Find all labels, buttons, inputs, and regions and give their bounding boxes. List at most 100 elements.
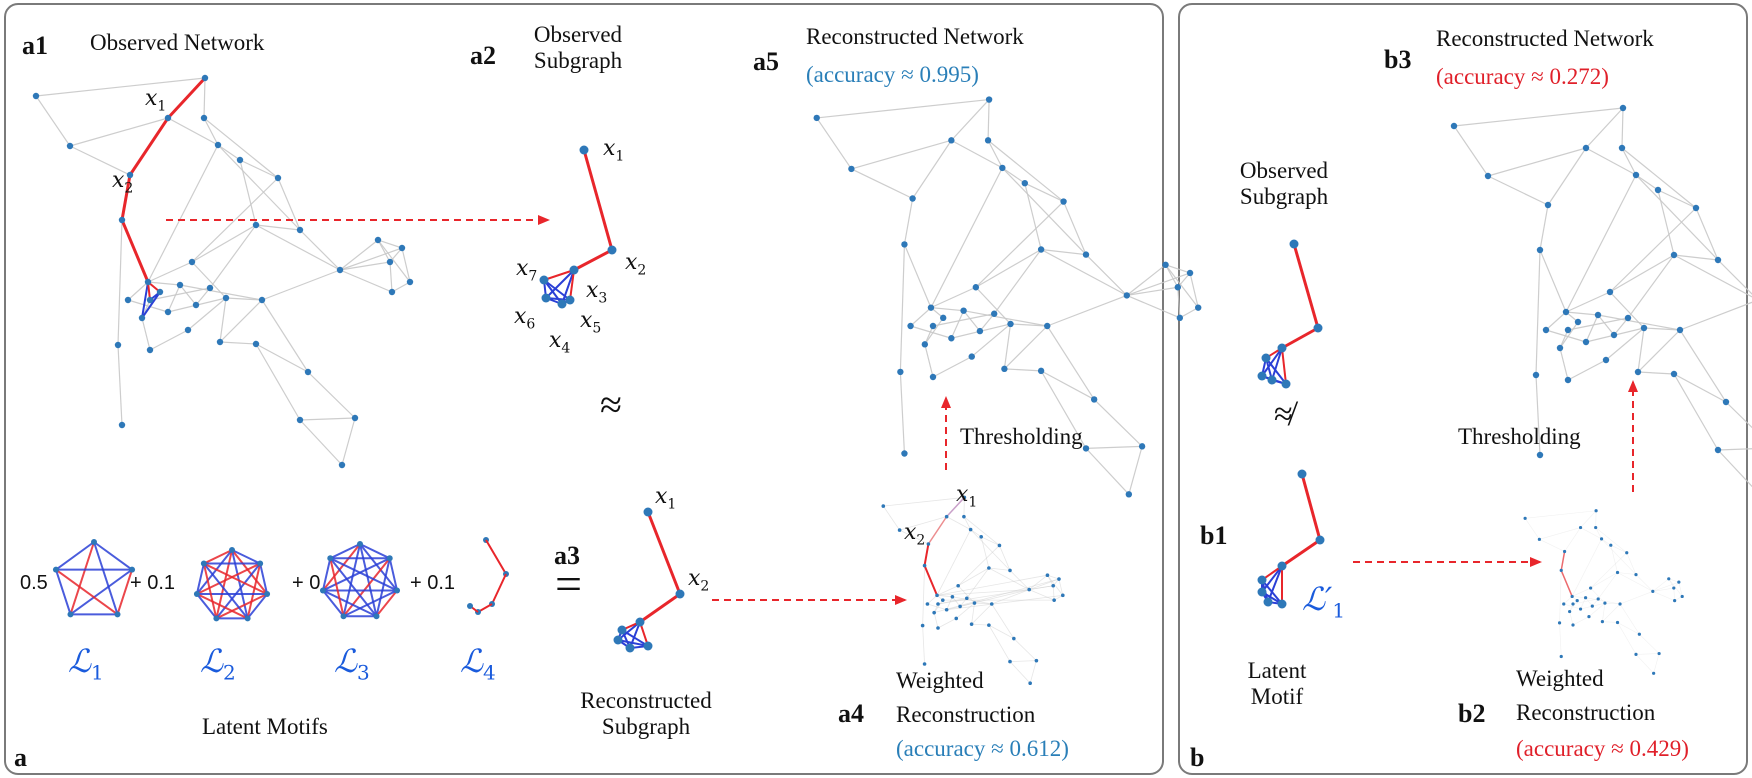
network-node	[935, 593, 939, 598]
network-edge	[937, 585, 1054, 605]
network-edge	[1453, 107, 1624, 127]
motif-node	[91, 539, 97, 545]
network-node	[965, 596, 969, 601]
motif-edge	[329, 557, 398, 592]
network-edge	[389, 261, 393, 293]
network-edge	[1535, 249, 1541, 376]
accuracy-b3: (accuracy ≈ 0.272)	[1436, 64, 1609, 89]
network-node	[1634, 652, 1638, 657]
subgraph-node	[1277, 343, 1287, 353]
network-edge	[219, 341, 257, 345]
network-edge	[883, 497, 965, 507]
network-node	[1714, 446, 1722, 454]
network-edge	[971, 603, 993, 625]
network-edge	[1602, 603, 1606, 622]
title-latent-motif-b: Latent Motif	[1232, 658, 1322, 710]
network-node	[124, 296, 132, 304]
network-node	[214, 141, 222, 149]
network-node	[1562, 308, 1570, 316]
network-node	[1582, 338, 1590, 346]
network-edge	[219, 299, 263, 343]
network-edge	[339, 239, 379, 271]
label-a1: a1	[22, 31, 48, 60]
network-edge	[149, 329, 189, 351]
motif-edge	[246, 563, 262, 619]
network-edge	[946, 596, 953, 610]
subgraph-edge	[1281, 326, 1319, 350]
network-edge	[167, 284, 181, 313]
network-edge	[35, 95, 71, 147]
observed-subgraph-b	[1257, 239, 1323, 389]
network-edge	[1580, 597, 1586, 610]
network-node	[296, 226, 304, 234]
network-edge	[979, 313, 995, 332]
subgraph-edge	[573, 248, 613, 272]
network-node	[1672, 586, 1676, 590]
motif-node	[229, 547, 235, 553]
motif-edge	[55, 569, 72, 615]
motif-edge	[321, 558, 332, 591]
network-node	[138, 314, 146, 322]
network-edge	[936, 585, 959, 596]
network-node	[929, 322, 937, 330]
network-edge	[1602, 621, 1618, 623]
network-edge	[203, 117, 279, 179]
motif-label-L4-sub: 4	[483, 660, 496, 685]
network-node	[1123, 292, 1131, 299]
motif-label-L1-prime-sub: 1	[1332, 598, 1346, 623]
network-edge	[988, 624, 1015, 639]
network-edge	[851, 168, 913, 200]
network-edge	[1179, 307, 1199, 319]
subgraph-node	[1297, 469, 1307, 479]
network-edge	[988, 567, 1030, 590]
motif-node	[373, 613, 380, 620]
network-node	[941, 598, 945, 602]
network-edge	[1673, 588, 1675, 601]
network-edge	[299, 417, 356, 421]
network-node	[118, 216, 126, 224]
title-observed-subgraph-b-line2: Subgraph	[1239, 184, 1329, 209]
network-node	[901, 241, 908, 248]
network-edge	[209, 224, 257, 289]
network-edge	[930, 286, 977, 309]
network-edge	[179, 284, 197, 306]
node-label-a2-x6-name: x	[514, 304, 527, 329]
network-edge	[1601, 538, 1637, 575]
network-edge	[299, 229, 341, 271]
weighted-reconstruction-graph-b2	[1523, 509, 1684, 675]
network-node	[1570, 594, 1574, 599]
network-node	[1090, 396, 1098, 403]
subgraph-node	[1277, 561, 1287, 571]
network-edge	[952, 596, 992, 605]
network-node	[1657, 651, 1661, 656]
network-edge	[1545, 329, 1587, 343]
network-node	[1571, 623, 1575, 627]
network-node	[958, 604, 962, 609]
network-edge	[1643, 327, 1681, 331]
network-edge	[117, 219, 123, 346]
network-node	[989, 602, 994, 606]
network-edge	[1652, 578, 1669, 592]
network-edge	[987, 139, 1064, 203]
network-edge	[1085, 254, 1128, 296]
network-node	[1082, 251, 1090, 258]
network-node	[252, 221, 260, 229]
subgraph-node	[1261, 353, 1271, 363]
network-node	[144, 278, 152, 286]
subgraph-node	[565, 295, 575, 305]
motif-edge	[69, 541, 95, 615]
network-edge	[980, 536, 990, 569]
node-label-a1-x2-sub: 2	[124, 180, 134, 197]
node-label-a2-x1-name: x	[603, 136, 616, 161]
network-edge	[1673, 254, 1719, 261]
network-edge	[999, 545, 1011, 571]
network-edge	[946, 516, 971, 530]
network-edge	[971, 602, 975, 625]
network-edge	[1047, 294, 1128, 327]
network-edge	[1559, 570, 1562, 623]
network-edge	[277, 177, 301, 231]
network-edge	[203, 117, 219, 146]
highlighted-edge	[128, 117, 170, 176]
network-edge	[991, 589, 1030, 605]
network-edge	[127, 299, 169, 313]
